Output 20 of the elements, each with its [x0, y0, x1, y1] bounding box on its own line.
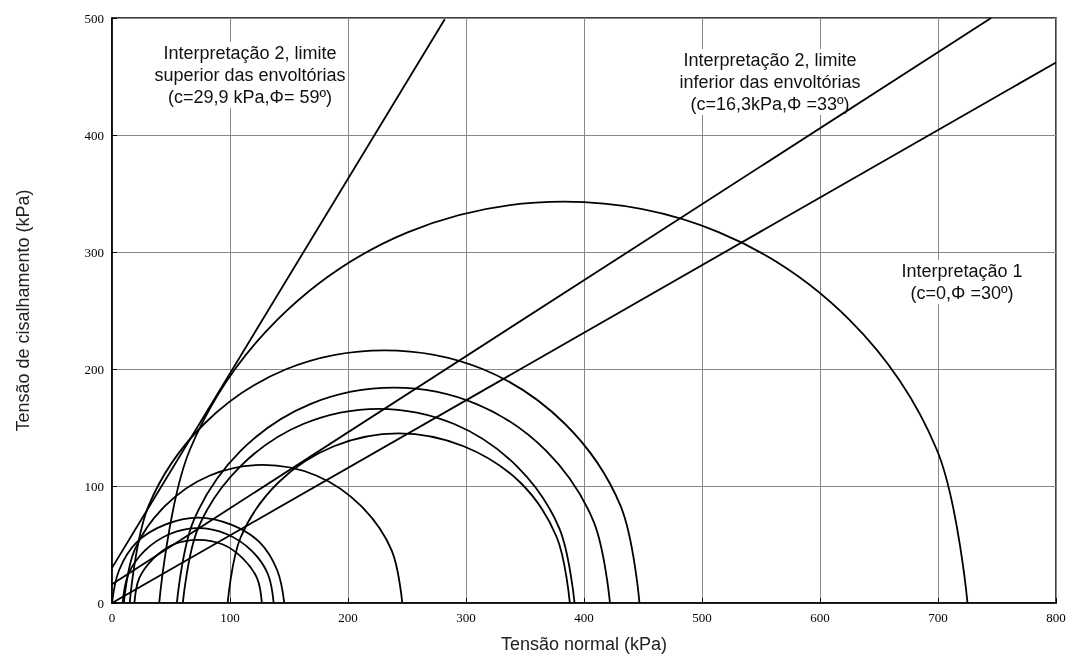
y-tick-label: 300	[84, 244, 104, 260]
x-tick-label: 200	[338, 610, 358, 625]
x-tick-label: 700	[928, 610, 948, 625]
x-tick-label: 600	[810, 610, 830, 625]
y-tick-label: 100	[84, 478, 104, 494]
y-tick-label: 500	[84, 10, 104, 26]
annotation: Interpretação 2, limite inferior das envoltórias (c=16,3kPa,Φ =33º)	[679, 50, 861, 114]
x-tick-label: 500	[692, 610, 712, 625]
y-tick-label: 0	[97, 595, 104, 611]
y-axis-title: Tensão de cisalhamento (kPa)	[13, 189, 33, 432]
x-tick-label: 800	[1046, 610, 1066, 625]
annotation: Interpretação 1 (c=0,Φ =30º)	[901, 261, 1023, 303]
x-tick-label: 100	[220, 610, 240, 625]
y-tick-label: 200	[84, 361, 104, 377]
y-tick-label: 400	[84, 127, 104, 143]
x-axis-title: Tensão normal (kPa)	[500, 634, 668, 654]
annotation: Interpretação 2, limite superior das envoltórias (c=29,9 kPa,Φ= 59º)	[154, 43, 346, 107]
x-tick-label: 0	[108, 610, 116, 625]
x-tick-label: 300	[456, 610, 476, 625]
x-tick-label: 400	[574, 610, 594, 625]
